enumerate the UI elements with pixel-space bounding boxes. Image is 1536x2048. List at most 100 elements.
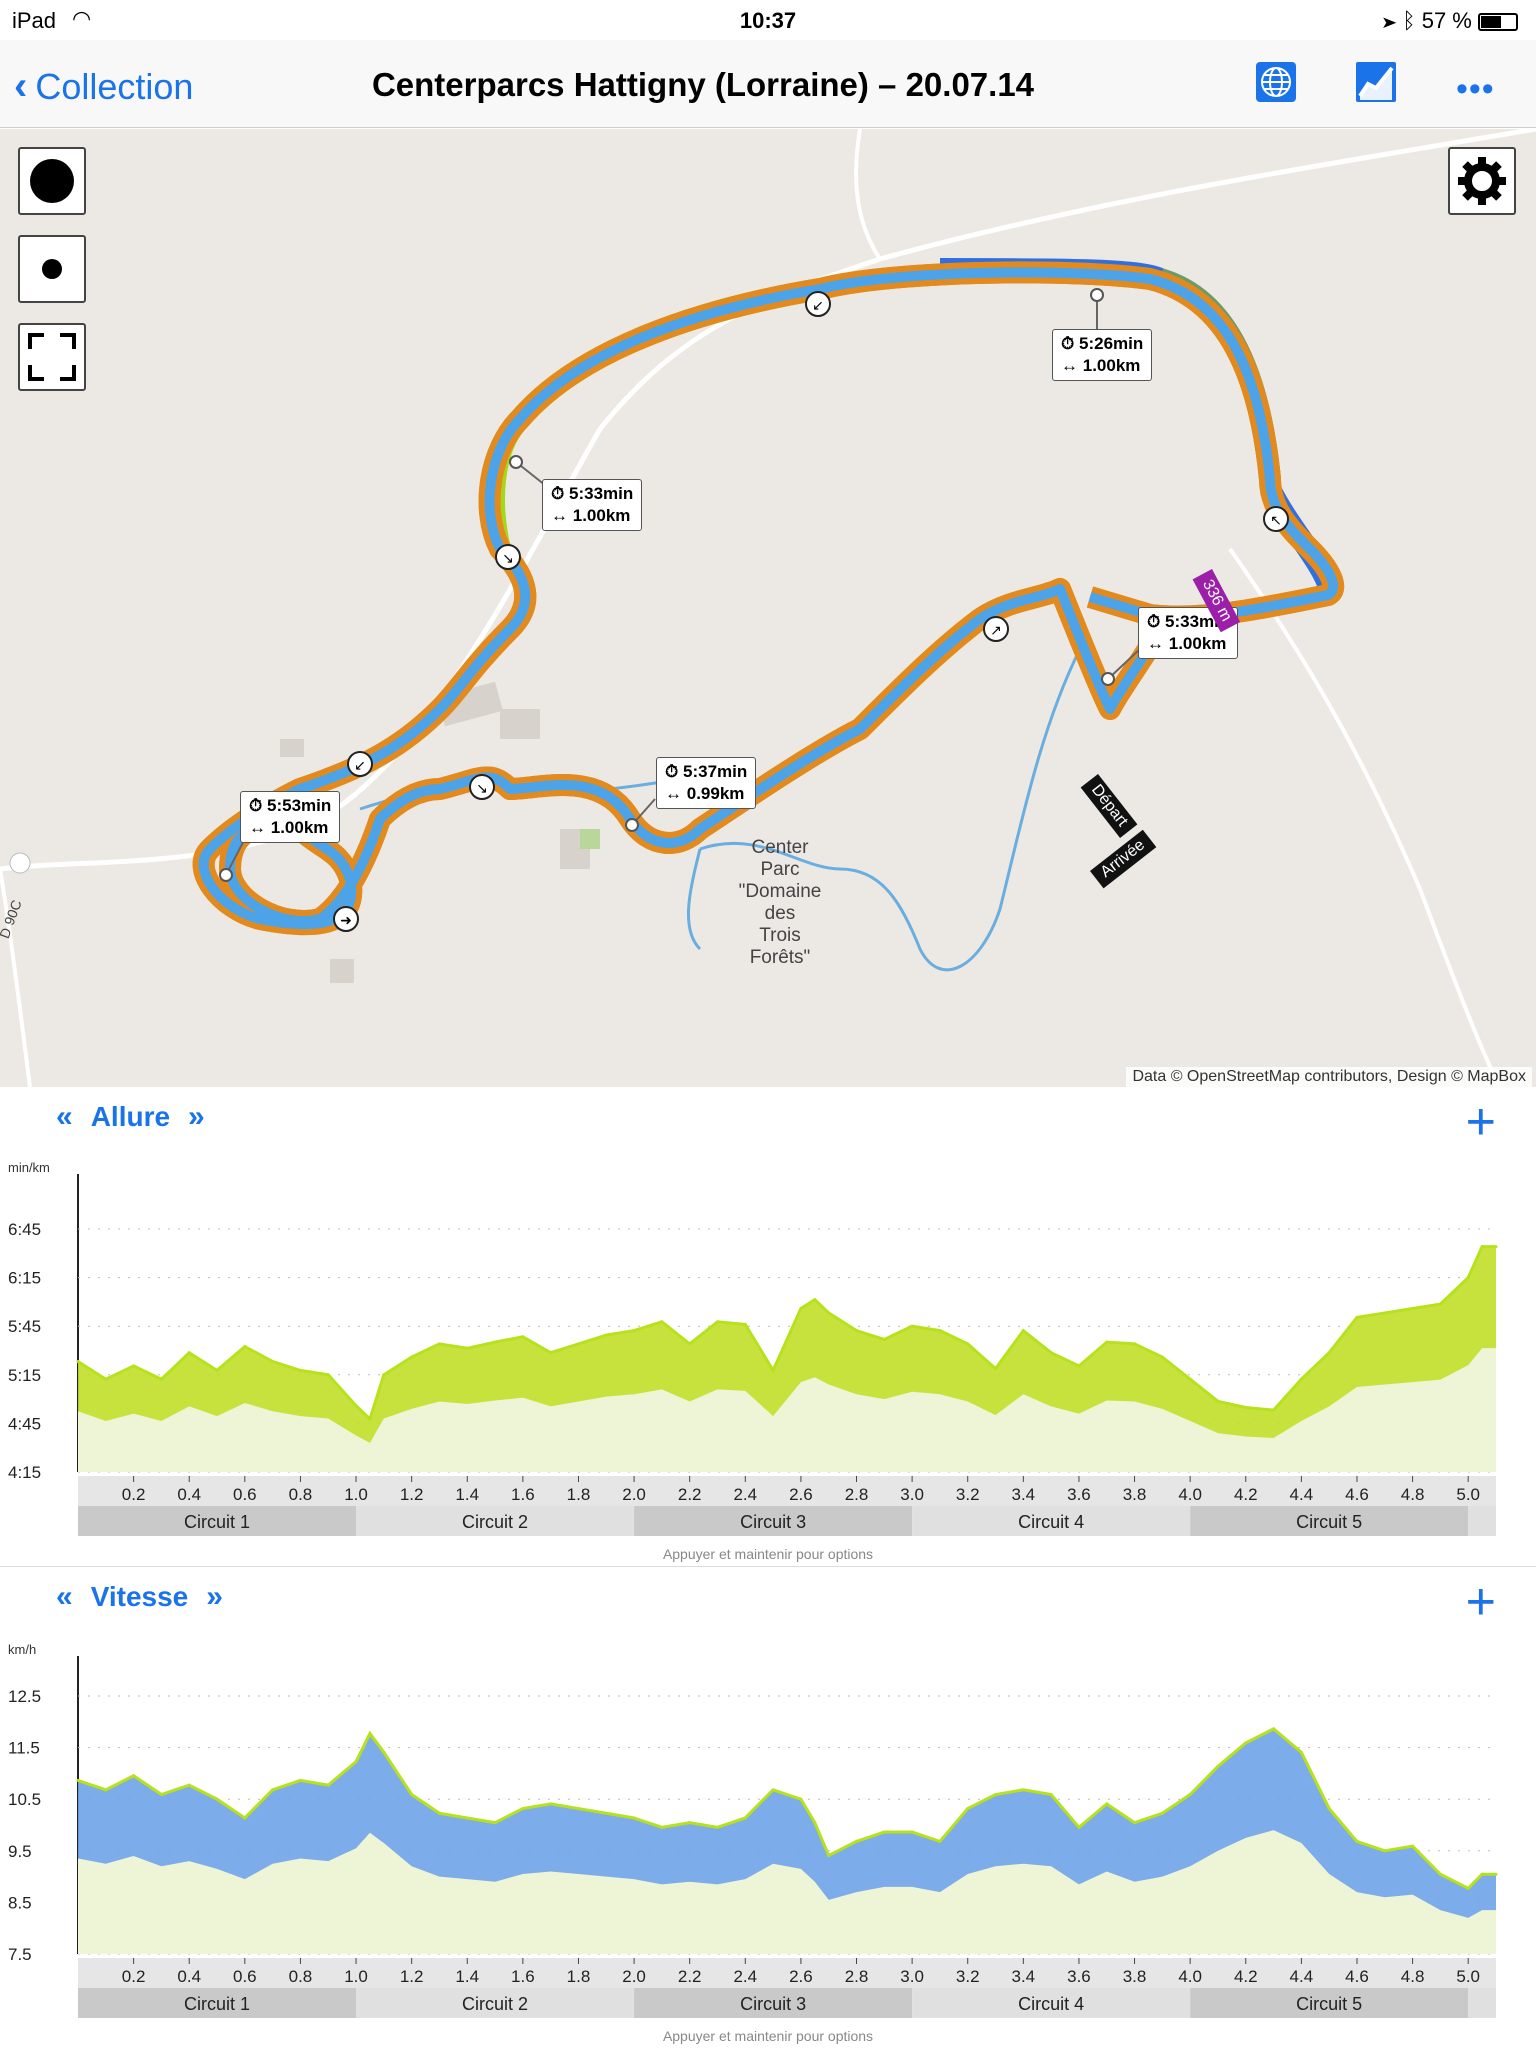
map-attribution[interactable]: Data © OpenStreetMap contributors, Desig… <box>1126 1067 1532 1087</box>
x-tick-label: 0.6 <box>233 1485 257 1504</box>
x-tick-label: 1.0 <box>344 1485 368 1504</box>
large-dot-icon <box>30 159 74 203</box>
road <box>0 129 1536 872</box>
road <box>854 129 882 261</box>
data-point <box>1327 1351 1331 1355</box>
previous-chart-icon[interactable]: « <box>56 1580 73 1613</box>
data-point <box>1188 1377 1192 1381</box>
data-point <box>354 1760 358 1764</box>
x-tick-label: 3.6 <box>1067 1485 1091 1504</box>
chart-hint: Appuyer et maintenir pour options <box>662 2028 874 2044</box>
data-point <box>159 1377 163 1381</box>
svg-text:↗: ↗ <box>990 622 1002 638</box>
y-tick-label: 12.5 <box>8 1687 41 1706</box>
data-point <box>994 1793 998 1797</box>
fullscreen-button[interactable] <box>18 323 86 391</box>
y-tick-label: 5:15 <box>8 1366 41 1385</box>
x-tick-label: 0.4 <box>177 1485 201 1504</box>
data-point <box>827 1311 831 1315</box>
x-tick-label: 4.8 <box>1401 1967 1425 1986</box>
data-point <box>813 1298 817 1302</box>
x-tick-label: 2.4 <box>733 1967 757 1986</box>
wifi-icon: ◠ <box>72 6 92 31</box>
data-point <box>1355 1315 1359 1319</box>
split-label[interactable]: ⏱ 5:37min ↔ 0.99km <box>656 757 757 809</box>
data-point <box>437 1811 441 1815</box>
device-label: iPad <box>12 8 57 33</box>
previous-chart-icon[interactable]: « <box>56 1100 73 1133</box>
x-tick-label: 3.2 <box>956 1967 980 1986</box>
next-chart-icon[interactable]: » <box>206 1580 223 1613</box>
battery-icon <box>1478 13 1518 32</box>
data-point <box>132 1774 136 1778</box>
divider <box>0 1566 1536 1567</box>
more-icon[interactable]: ••• <box>1456 70 1495 108</box>
lap-band <box>1468 1506 1496 1536</box>
data-point <box>1438 1302 1442 1306</box>
stream <box>687 848 702 951</box>
next-chart-icon[interactable]: » <box>188 1100 205 1133</box>
x-tick-label: 3.4 <box>1012 1967 1036 1986</box>
lap-label: Circuit 1 <box>184 1994 250 2014</box>
data-point <box>368 1732 372 1736</box>
data-point <box>1216 1764 1220 1768</box>
data-point <box>771 1788 775 1792</box>
data-point <box>910 1324 914 1328</box>
add-chart-button[interactable]: + <box>1465 1093 1496 1151</box>
data-point <box>187 1783 191 1787</box>
data-point <box>1077 1825 1081 1829</box>
add-chart-button[interactable]: + <box>1465 1573 1496 1631</box>
data-point <box>882 1830 886 1834</box>
svg-text:➜: ➜ <box>340 912 352 928</box>
split-label[interactable]: ⏱ 5:26min ↔ 1.00km <box>1052 329 1153 381</box>
x-tick-label: 3.0 <box>900 1967 924 1986</box>
data-point <box>298 1368 302 1372</box>
chart-icon[interactable] <box>1354 60 1398 104</box>
speed-chart-header: « Vitesse » + <box>0 1570 1536 1631</box>
pace-chart-header: « Allure » + <box>0 1090 1536 1151</box>
settings-button[interactable] <box>1448 147 1516 215</box>
x-tick-label: 3.0 <box>900 1485 924 1504</box>
data-point <box>549 1351 553 1355</box>
x-tick-label: 0.2 <box>122 1485 146 1504</box>
data-point <box>76 1360 80 1364</box>
data-point <box>382 1373 386 1377</box>
lap-band <box>1190 1506 1469 1536</box>
globe-icon[interactable] <box>1254 60 1298 104</box>
road <box>1228 547 1502 1087</box>
data-point <box>1160 1811 1164 1815</box>
data-point <box>799 1307 803 1311</box>
data-point <box>521 1807 525 1811</box>
page-title: Centerparcs Hattigny (Lorraine) – 20.07.… <box>371 66 1035 103</box>
x-tick-label: 1.2 <box>400 1967 424 1986</box>
data-point <box>187 1351 191 1355</box>
map-canvas[interactable]: ↙ ↘ ↖ ↗ ↙ ↘ ➜ <box>0 129 1536 1087</box>
lap-label: Circuit 2 <box>462 1994 528 2014</box>
x-tick-label: 2.6 <box>789 1967 813 1986</box>
x-tick-label: 0.6 <box>233 1967 257 1986</box>
lap-band <box>356 1988 635 2018</box>
x-tick-label: 4.2 <box>1234 1967 1258 1986</box>
split-label[interactable]: ⏱ 5:53min ↔ 1.00km <box>240 791 341 843</box>
data-point <box>465 1816 469 1820</box>
data-point <box>437 1342 441 1346</box>
arrow-marker-icon: ↙ <box>347 751 373 777</box>
pace-chart[interactable]: min/km 6:45 6:15 5:45 5:15 4:45 4:15 Circuit 1 C… <box>0 1150 1536 1560</box>
y-tick-label: 4:15 <box>8 1463 41 1482</box>
data-point <box>855 1329 859 1333</box>
map-view[interactable]: ↙ ↘ ↖ ↗ ↙ ↘ ➜ ⏱ 5:26min ↔ 1.00km ⏱ 5:33m… <box>0 129 1536 1087</box>
data-point <box>855 1839 859 1843</box>
arrow-marker-icon: ➜ <box>333 906 359 932</box>
chevron-left-icon: ‹ <box>14 64 28 108</box>
back-button[interactable]: ‹ Collection <box>14 64 193 109</box>
split-label[interactable]: ⏱ 5:33min ↔ 1.00km <box>542 479 643 531</box>
stopwatch-icon: ⏱ <box>249 796 263 815</box>
speed-chart[interactable]: km/h 12.5 11.5 10.5 9.5 8.5 7.5 Circuit 1 Circui… <box>0 1632 1536 2028</box>
data-point <box>1466 1276 1470 1280</box>
large-dot-button[interactable] <box>18 147 86 215</box>
park <box>580 829 600 849</box>
data-point <box>1077 1364 1081 1368</box>
svg-text:↖: ↖ <box>1270 512 1282 528</box>
data-point <box>1272 1408 1276 1412</box>
small-dot-button[interactable] <box>18 235 86 303</box>
